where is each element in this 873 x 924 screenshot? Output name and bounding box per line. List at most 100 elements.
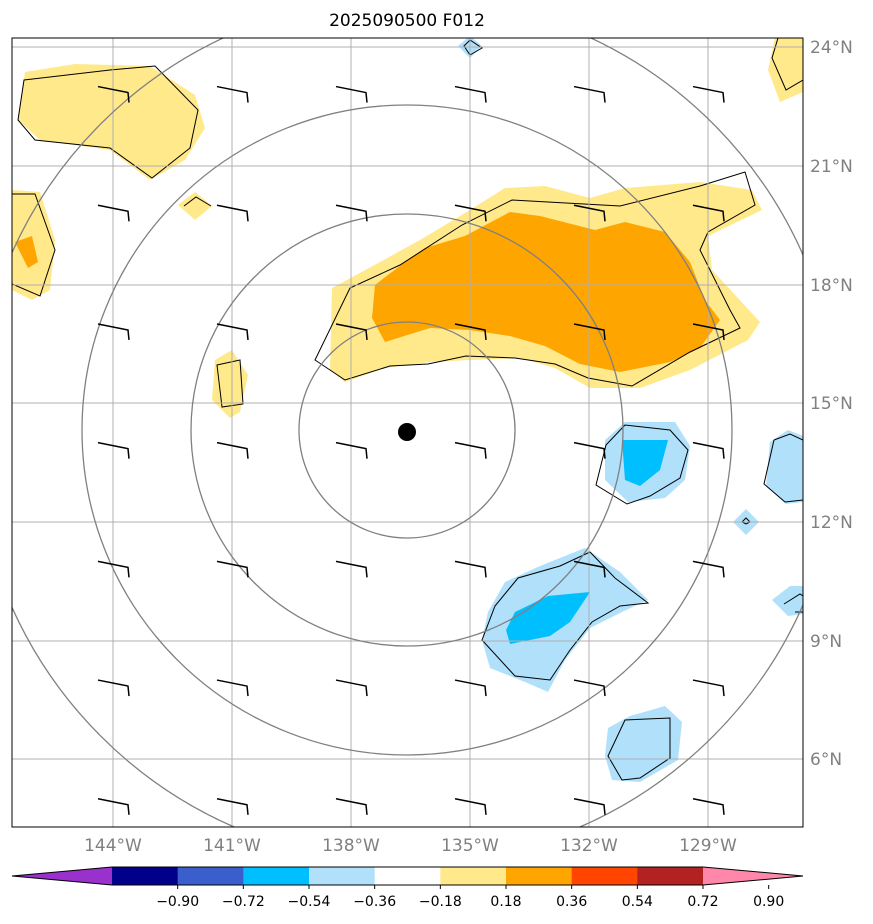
lat-tick-label: 15°N xyxy=(810,394,853,414)
chart-title: 2025090500 F012 xyxy=(329,11,485,31)
positive-region-northeast-corner xyxy=(768,38,803,102)
wind-barb xyxy=(454,798,487,815)
range-rings xyxy=(12,38,803,827)
wind-barb xyxy=(454,441,487,459)
wind-barb xyxy=(216,798,249,815)
colorbar-segment xyxy=(309,867,376,885)
colorbar-outline xyxy=(11,866,804,886)
gridlines xyxy=(12,38,803,827)
colorbar-extend-high xyxy=(703,867,803,885)
lon-tick-label: 144°W xyxy=(84,836,142,856)
lat-tick-label: 12°N xyxy=(810,513,853,533)
wind-barb xyxy=(335,323,368,341)
wind-barb xyxy=(97,798,130,815)
lat-tick-labels: 24°N 21°N 18°N 15°N 12°N 9°N 6°N xyxy=(810,38,853,770)
colorbar-segment xyxy=(637,867,704,885)
range-ring-3 xyxy=(81,104,733,756)
colorbar-tick-label: −0.54 xyxy=(288,894,331,910)
wind-barb xyxy=(573,85,606,103)
lon-tick-label: 135°W xyxy=(441,836,499,856)
contour-line xyxy=(314,171,756,387)
wind-barb xyxy=(97,204,130,222)
positive-small-island xyxy=(212,350,248,418)
range-ring-2 xyxy=(190,213,624,647)
strong-positive-region-central xyxy=(372,212,720,372)
negative-region-south-strong xyxy=(506,592,590,644)
storm-center-marker xyxy=(398,423,416,441)
lat-tick-label: 18°N xyxy=(810,276,853,296)
lat-tick-label: 9°N xyxy=(810,632,842,652)
colorbar-segment xyxy=(243,867,310,885)
colorbar-tick-label: 0.36 xyxy=(556,894,587,910)
wind-barb xyxy=(335,204,368,222)
wind-barb xyxy=(216,679,249,697)
wind-barb xyxy=(97,679,130,697)
wind-barb xyxy=(573,798,606,815)
wind-barb xyxy=(454,323,487,341)
wind-barb xyxy=(573,323,606,341)
wind-barb xyxy=(97,441,130,459)
wind-barb xyxy=(454,560,487,578)
lon-tick-label: 132°W xyxy=(560,836,618,856)
wind-barb xyxy=(573,679,606,697)
wind-barb xyxy=(692,85,725,103)
contour-line xyxy=(183,196,212,207)
contour-line xyxy=(771,38,803,91)
lon-tick-label: 129°W xyxy=(679,836,737,856)
wind-barb xyxy=(692,323,725,341)
colorbar-segment xyxy=(571,867,638,885)
colorbar-segment xyxy=(440,867,507,885)
wind-barb xyxy=(573,441,606,459)
lon-tick-label: 141°W xyxy=(203,836,261,856)
wind-barb xyxy=(97,560,130,578)
wind-barb xyxy=(335,441,368,459)
colorbar-tick-label: 0.54 xyxy=(622,894,653,910)
positive-region-northwest xyxy=(18,64,205,180)
wind-barb xyxy=(573,560,606,578)
map-area xyxy=(12,38,803,827)
wind-barb xyxy=(335,679,368,697)
wind-barb xyxy=(692,560,725,578)
wind-barb xyxy=(216,85,249,103)
wind-barb xyxy=(454,204,487,222)
colorbar-tick-label: −0.72 xyxy=(222,894,265,910)
colorbar-segment xyxy=(506,867,573,885)
colorbar-tick-label: 0.72 xyxy=(687,894,718,910)
wind-barb xyxy=(216,323,249,341)
contour-line xyxy=(783,593,803,613)
colorbar-tick-label: −0.18 xyxy=(419,894,462,910)
wind-barb xyxy=(335,560,368,578)
wind-barb xyxy=(335,85,368,103)
lat-tick-label: 24°N xyxy=(810,38,853,58)
colorbar-tick-label: −0.36 xyxy=(353,894,396,910)
lon-tick-label: 138°W xyxy=(322,836,380,856)
colorbar-segment xyxy=(177,867,244,885)
wind-barb xyxy=(692,441,725,459)
colorbar-segment xyxy=(112,867,179,885)
wind-barb xyxy=(692,798,725,815)
lat-tick-label: 21°N xyxy=(810,157,853,177)
colorbar-tick-label: −0.90 xyxy=(156,894,199,910)
contour-lines xyxy=(12,38,803,781)
wind-barb xyxy=(97,85,130,103)
contour-line xyxy=(463,39,483,56)
wind-barb xyxy=(216,204,249,222)
wind-barb xyxy=(97,323,130,341)
wind-barbs xyxy=(97,85,725,815)
colorbar-tick-label: 0.18 xyxy=(490,894,521,910)
wind-barb xyxy=(454,679,487,697)
colorbar-extend-low xyxy=(12,867,112,885)
contour-line xyxy=(17,65,199,179)
axes-frame xyxy=(11,37,804,828)
shaded-regions xyxy=(12,38,803,782)
range-ring-1 xyxy=(298,321,516,539)
contour-line xyxy=(595,424,689,505)
negative-region-far-east xyxy=(766,430,803,504)
wind-barb xyxy=(573,204,606,222)
wind-barb xyxy=(216,560,249,578)
wind-barb xyxy=(692,204,725,222)
lat-tick-label: 6°N xyxy=(810,750,842,770)
lon-tick-labels: 144°W 141°W 138°W 135°W 132°W 129°W xyxy=(84,836,737,856)
strong-positive-region-west xyxy=(15,236,38,268)
